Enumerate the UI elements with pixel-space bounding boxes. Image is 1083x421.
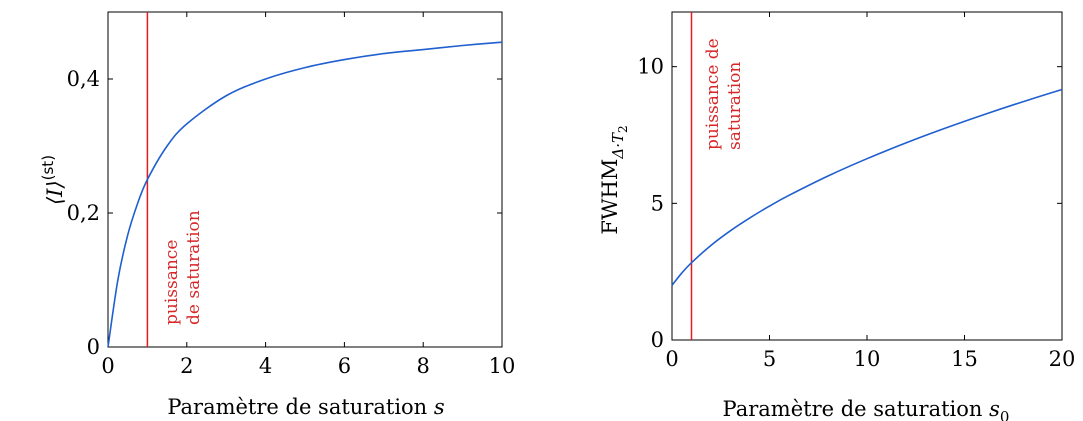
intensity-curve bbox=[107, 41, 503, 348]
y-tick-label: 0,2 bbox=[67, 201, 100, 225]
x-axis-label: Paramètre de saturation s0 bbox=[723, 397, 1010, 421]
chart-left: 0 2 4 6 8 10 00,20,4 puissance de saturation … bbox=[39, 11, 515, 419]
x-tick-labels: 0 5 10 15 20 bbox=[665, 347, 1075, 371]
y-tick-labels: 0 0,2 0,4 bbox=[67, 67, 100, 359]
y-tick-label: 0 bbox=[651, 328, 664, 352]
x-tick-labels: 0 2 4 6 8 10 bbox=[101, 354, 515, 378]
x-tick-label: 6 bbox=[338, 354, 351, 378]
tick-marks bbox=[107, 12, 503, 348]
x-axis-label: Paramètre de saturation s bbox=[167, 395, 445, 419]
x-tick-label: 10 bbox=[854, 347, 881, 371]
y-axis-label-subsub: 2 bbox=[616, 125, 630, 133]
y-axis-label-sup: (st) bbox=[39, 155, 57, 180]
x-tick-label: 5 bbox=[763, 347, 776, 371]
y-tick-label: 0,4 bbox=[67, 67, 100, 91]
y-axis-label: FWHMΔ·T2 bbox=[598, 125, 630, 234]
y-tick-label: 0 bbox=[87, 335, 100, 359]
plot-frame bbox=[671, 11, 1063, 341]
y-tick-label: 5 bbox=[651, 191, 664, 215]
annotation-line-2: de saturation bbox=[184, 210, 204, 325]
x-axis-label-sub: 0 bbox=[1000, 408, 1010, 421]
x-tick-label: 0 bbox=[665, 347, 678, 371]
plot-frame bbox=[107, 11, 503, 348]
x-axis-label-text: Paramètre de saturation bbox=[167, 395, 434, 419]
y-tick-label: 10 bbox=[637, 55, 664, 79]
annotation-line-1: puissance bbox=[162, 240, 182, 325]
annotation: puissance de saturation bbox=[162, 210, 204, 325]
y-axis-label-text: ⟨I⟩ bbox=[43, 180, 67, 205]
x-tick-label: 0 bbox=[101, 354, 114, 378]
x-axis-label-text: Paramètre de saturation bbox=[723, 397, 990, 421]
x-tick-label: 15 bbox=[951, 347, 978, 371]
annotation-line-1: puissance de bbox=[703, 38, 723, 150]
tick-marks bbox=[671, 12, 1063, 341]
y-axis-label-sub: Δ·T bbox=[609, 132, 627, 160]
annotation-line-2: saturation bbox=[725, 62, 745, 150]
x-tick-label: 8 bbox=[417, 354, 430, 378]
fwhm-curve bbox=[671, 88, 1063, 286]
x-axis-label-var: s bbox=[434, 395, 445, 419]
y-axis-label-text: FWHM bbox=[598, 159, 622, 235]
x-tick-label: 20 bbox=[1049, 347, 1076, 371]
x-tick-label: 4 bbox=[259, 354, 272, 378]
y-axis-label: ⟨I⟩(st) bbox=[39, 155, 67, 205]
x-tick-label: 10 bbox=[489, 354, 516, 378]
annotation: puissance de saturation bbox=[703, 33, 745, 150]
x-axis-label-var: s bbox=[989, 397, 1000, 421]
x-tick-label: 2 bbox=[180, 354, 193, 378]
y-tick-labels: 0 5 10 bbox=[637, 55, 664, 352]
